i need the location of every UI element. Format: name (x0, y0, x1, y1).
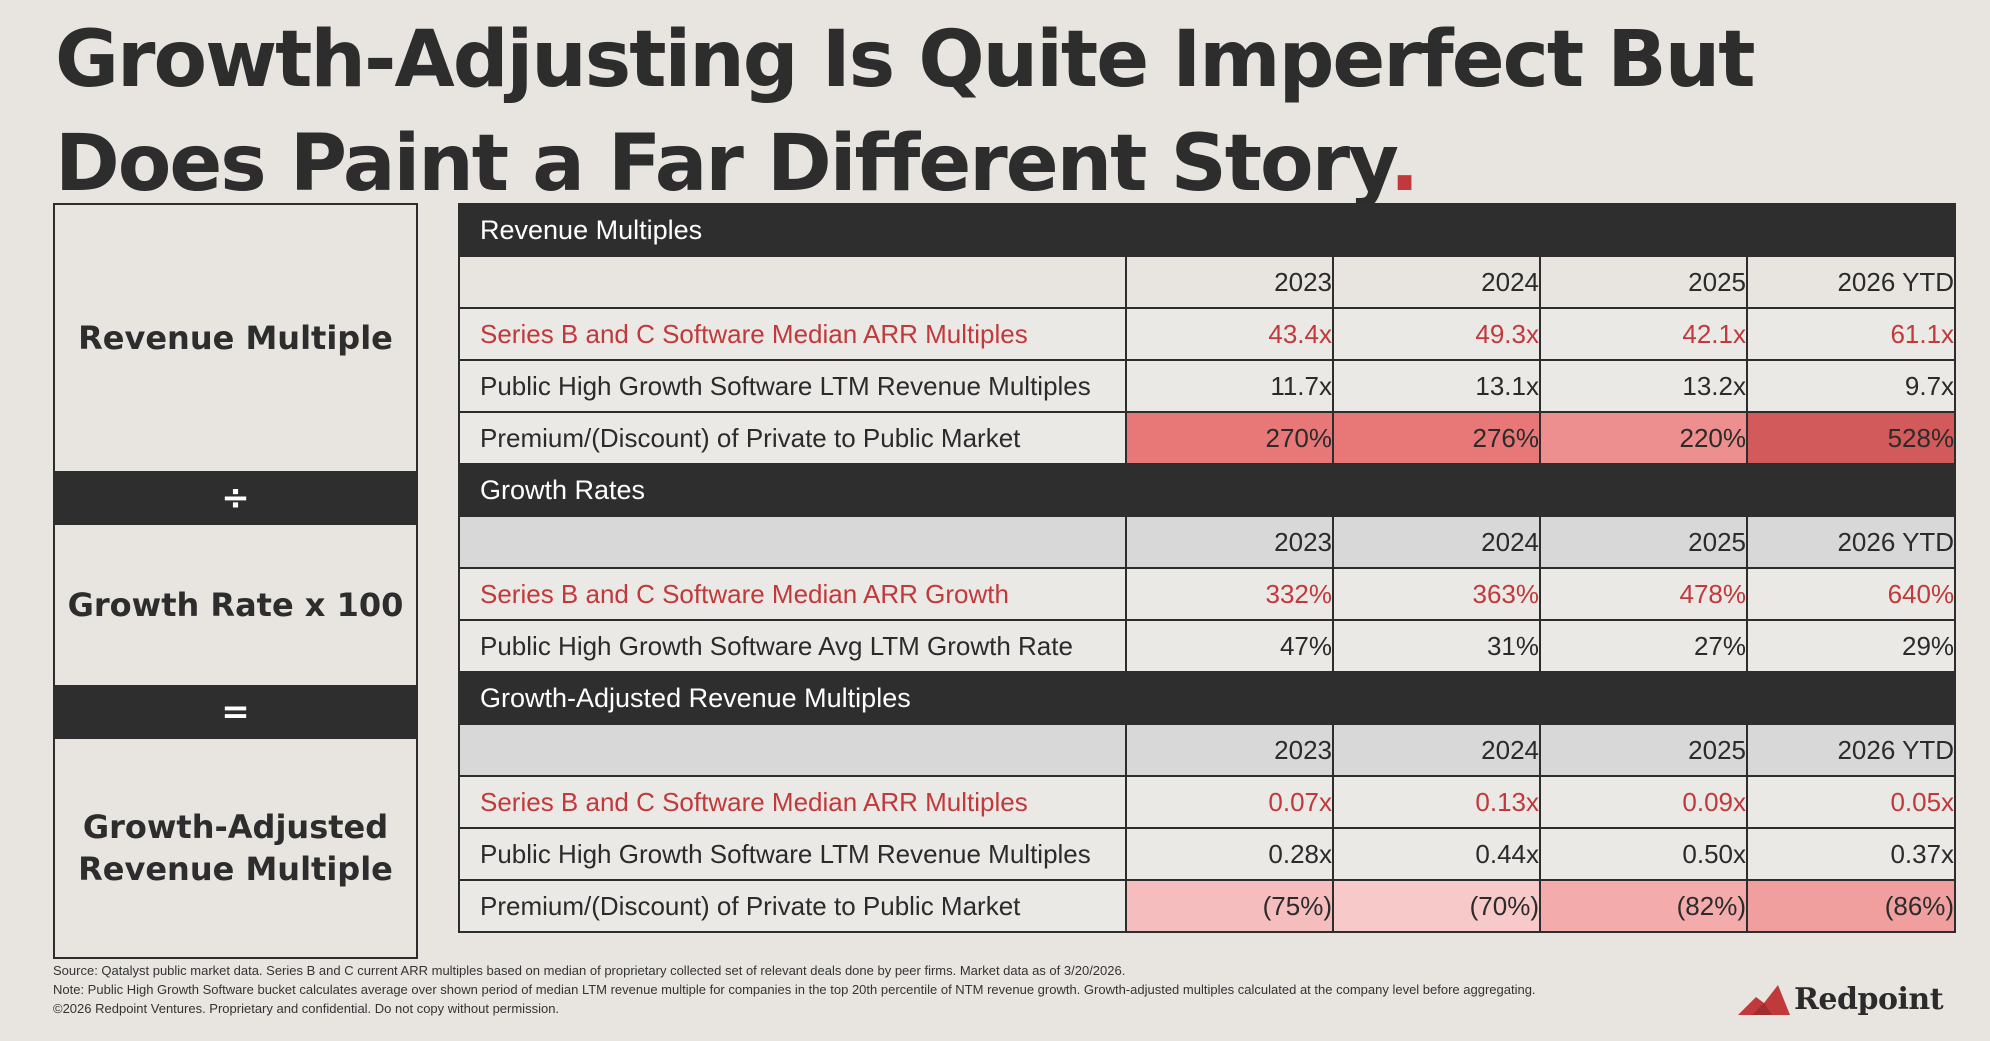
heat-cell: 528% (1745, 411, 1957, 465)
logo-text: Redpoint (1794, 982, 1944, 1017)
table-row-premium: Premium/(Discount) of Private to Public … (458, 411, 1957, 465)
table-row-private-multiples: Series B and C Software Median ARR Multi… (458, 307, 1957, 361)
row-label: Series B and C Software Median ARR Multi… (458, 307, 1127, 361)
title-line-1: Growth-Adjusting Is Quite Imperfect But (55, 15, 1756, 105)
equals-icon: = (55, 685, 416, 739)
table-row-public-growth: Public High Growth Software Avg LTM Grow… (458, 619, 1957, 673)
value-cell: 11.7x (1125, 359, 1334, 413)
formula-column: Revenue Multiple ÷ Growth Rate x 100 = G… (53, 203, 418, 959)
value-cell: 0.07x (1125, 775, 1334, 829)
value-cell: 0.13x (1332, 775, 1541, 829)
row-label: Premium/(Discount) of Private to Public … (458, 879, 1127, 933)
row-label: Public High Growth Software LTM Revenue … (458, 827, 1127, 881)
section-title: Growth Rates (457, 463, 1957, 517)
value-cell: 9.7x (1745, 359, 1957, 413)
year-cell: 2024 (1332, 515, 1541, 569)
formula-growth-adjusted: Growth-Adjusted Revenue Multiple (55, 739, 416, 957)
value-cell: 27% (1539, 619, 1748, 673)
value-cell: 43.4x (1125, 307, 1334, 361)
year-cell: 2024 (1332, 723, 1541, 777)
mountain-icon (1738, 984, 1790, 1015)
table-row-private-adjusted: Series B and C Software Median ARR Multi… (458, 775, 1957, 829)
year-cell: 2024 (1332, 255, 1541, 309)
value-cell: 640% (1745, 567, 1957, 621)
value-cell: 13.2x (1539, 359, 1748, 413)
section-title: Revenue Multiples (457, 203, 1957, 257)
year-header-row: 2023 2024 2025 2026 YTD (458, 723, 1957, 777)
value-cell: 31% (1332, 619, 1541, 673)
value-cell: 49.3x (1332, 307, 1541, 361)
row-label: Series B and C Software Median ARR Growt… (458, 567, 1127, 621)
value-cell: 47% (1125, 619, 1334, 673)
redpoint-logo: Redpoint (1738, 982, 1944, 1017)
heat-cell: (75%) (1125, 879, 1334, 933)
value-cell: 29% (1745, 619, 1957, 673)
year-cell: 2025 (1539, 255, 1748, 309)
year-header-row: 2023 2024 2025 2026 YTD (458, 255, 1957, 309)
table-row-public-adjusted: Public High Growth Software LTM Revenue … (458, 827, 1957, 881)
year-header-row: 2023 2024 2025 2026 YTD (458, 515, 1957, 569)
section-header-growth-adjusted: Growth-Adjusted Revenue Multiples (457, 671, 1957, 725)
year-cell: 2025 (1539, 723, 1748, 777)
row-label: Public High Growth Software Avg LTM Grow… (458, 619, 1127, 673)
year-cell: 2023 (1125, 255, 1334, 309)
formula-growth-adjusted-line2: Revenue Multiple (78, 850, 393, 888)
heat-cell: 276% (1332, 411, 1541, 465)
year-cell: 2023 (1125, 515, 1334, 569)
multiples-table: Revenue Multiples 2023 2024 2025 2026 YT… (457, 203, 1957, 933)
year-cell: 2023 (1125, 723, 1334, 777)
section-header-revenue-multiples: Revenue Multiples (457, 203, 1957, 257)
empty-cell (458, 723, 1127, 777)
heat-cell: 220% (1539, 411, 1748, 465)
page-title: Growth-Adjusting Is Quite Imperfect But … (55, 8, 1756, 216)
heat-cell: 270% (1125, 411, 1334, 465)
row-label: Series B and C Software Median ARR Multi… (458, 775, 1127, 829)
value-cell: 0.37x (1745, 827, 1957, 881)
methodology-note: Note: Public High Growth Software bucket… (53, 982, 1536, 997)
heat-cell: (82%) (1539, 879, 1748, 933)
value-cell: 332% (1125, 567, 1334, 621)
value-cell: 0.09x (1539, 775, 1748, 829)
heat-cell: (70%) (1332, 879, 1541, 933)
value-cell: 478% (1539, 567, 1748, 621)
year-cell: 2026 YTD (1745, 255, 1957, 309)
table-row-adjusted-premium: Premium/(Discount) of Private to Public … (458, 879, 1957, 933)
title-line-2: Does Paint a Far Different Story (55, 119, 1392, 209)
value-cell: 0.44x (1332, 827, 1541, 881)
formula-growth-adjusted-line1: Growth-Adjusted (82, 808, 389, 846)
year-cell: 2026 YTD (1745, 515, 1957, 569)
heat-cell: (86%) (1745, 879, 1957, 933)
value-cell: 13.1x (1332, 359, 1541, 413)
divide-icon: ÷ (55, 471, 416, 525)
empty-cell (458, 515, 1127, 569)
value-cell: 61.1x (1745, 307, 1957, 361)
year-cell: 2025 (1539, 515, 1748, 569)
year-cell: 2026 YTD (1745, 723, 1957, 777)
value-cell: 0.05x (1745, 775, 1957, 829)
copyright-note: ©2026 Redpoint Ventures. Proprietary and… (53, 1001, 560, 1016)
value-cell: 42.1x (1539, 307, 1748, 361)
table-row-public-multiples: Public High Growth Software LTM Revenue … (458, 359, 1957, 413)
value-cell: 363% (1332, 567, 1541, 621)
row-label: Premium/(Discount) of Private to Public … (458, 411, 1127, 465)
formula-growth-rate: Growth Rate x 100 (67, 586, 404, 624)
row-label: Public High Growth Software LTM Revenue … (458, 359, 1127, 413)
source-note: Source: Qatalyst public market data. Ser… (53, 963, 1126, 978)
footer-notes: Source: Qatalyst public market data. Ser… (53, 961, 1733, 1018)
empty-cell (458, 255, 1127, 309)
section-header-growth-rates: Growth Rates (457, 463, 1957, 517)
value-cell: 0.28x (1125, 827, 1334, 881)
section-title: Growth-Adjusted Revenue Multiples (457, 671, 1957, 725)
formula-revenue-multiple: Revenue Multiple (78, 319, 393, 357)
title-dot: . (1389, 119, 1420, 209)
value-cell: 0.50x (1539, 827, 1748, 881)
table-row-private-growth: Series B and C Software Median ARR Growt… (458, 567, 1957, 621)
